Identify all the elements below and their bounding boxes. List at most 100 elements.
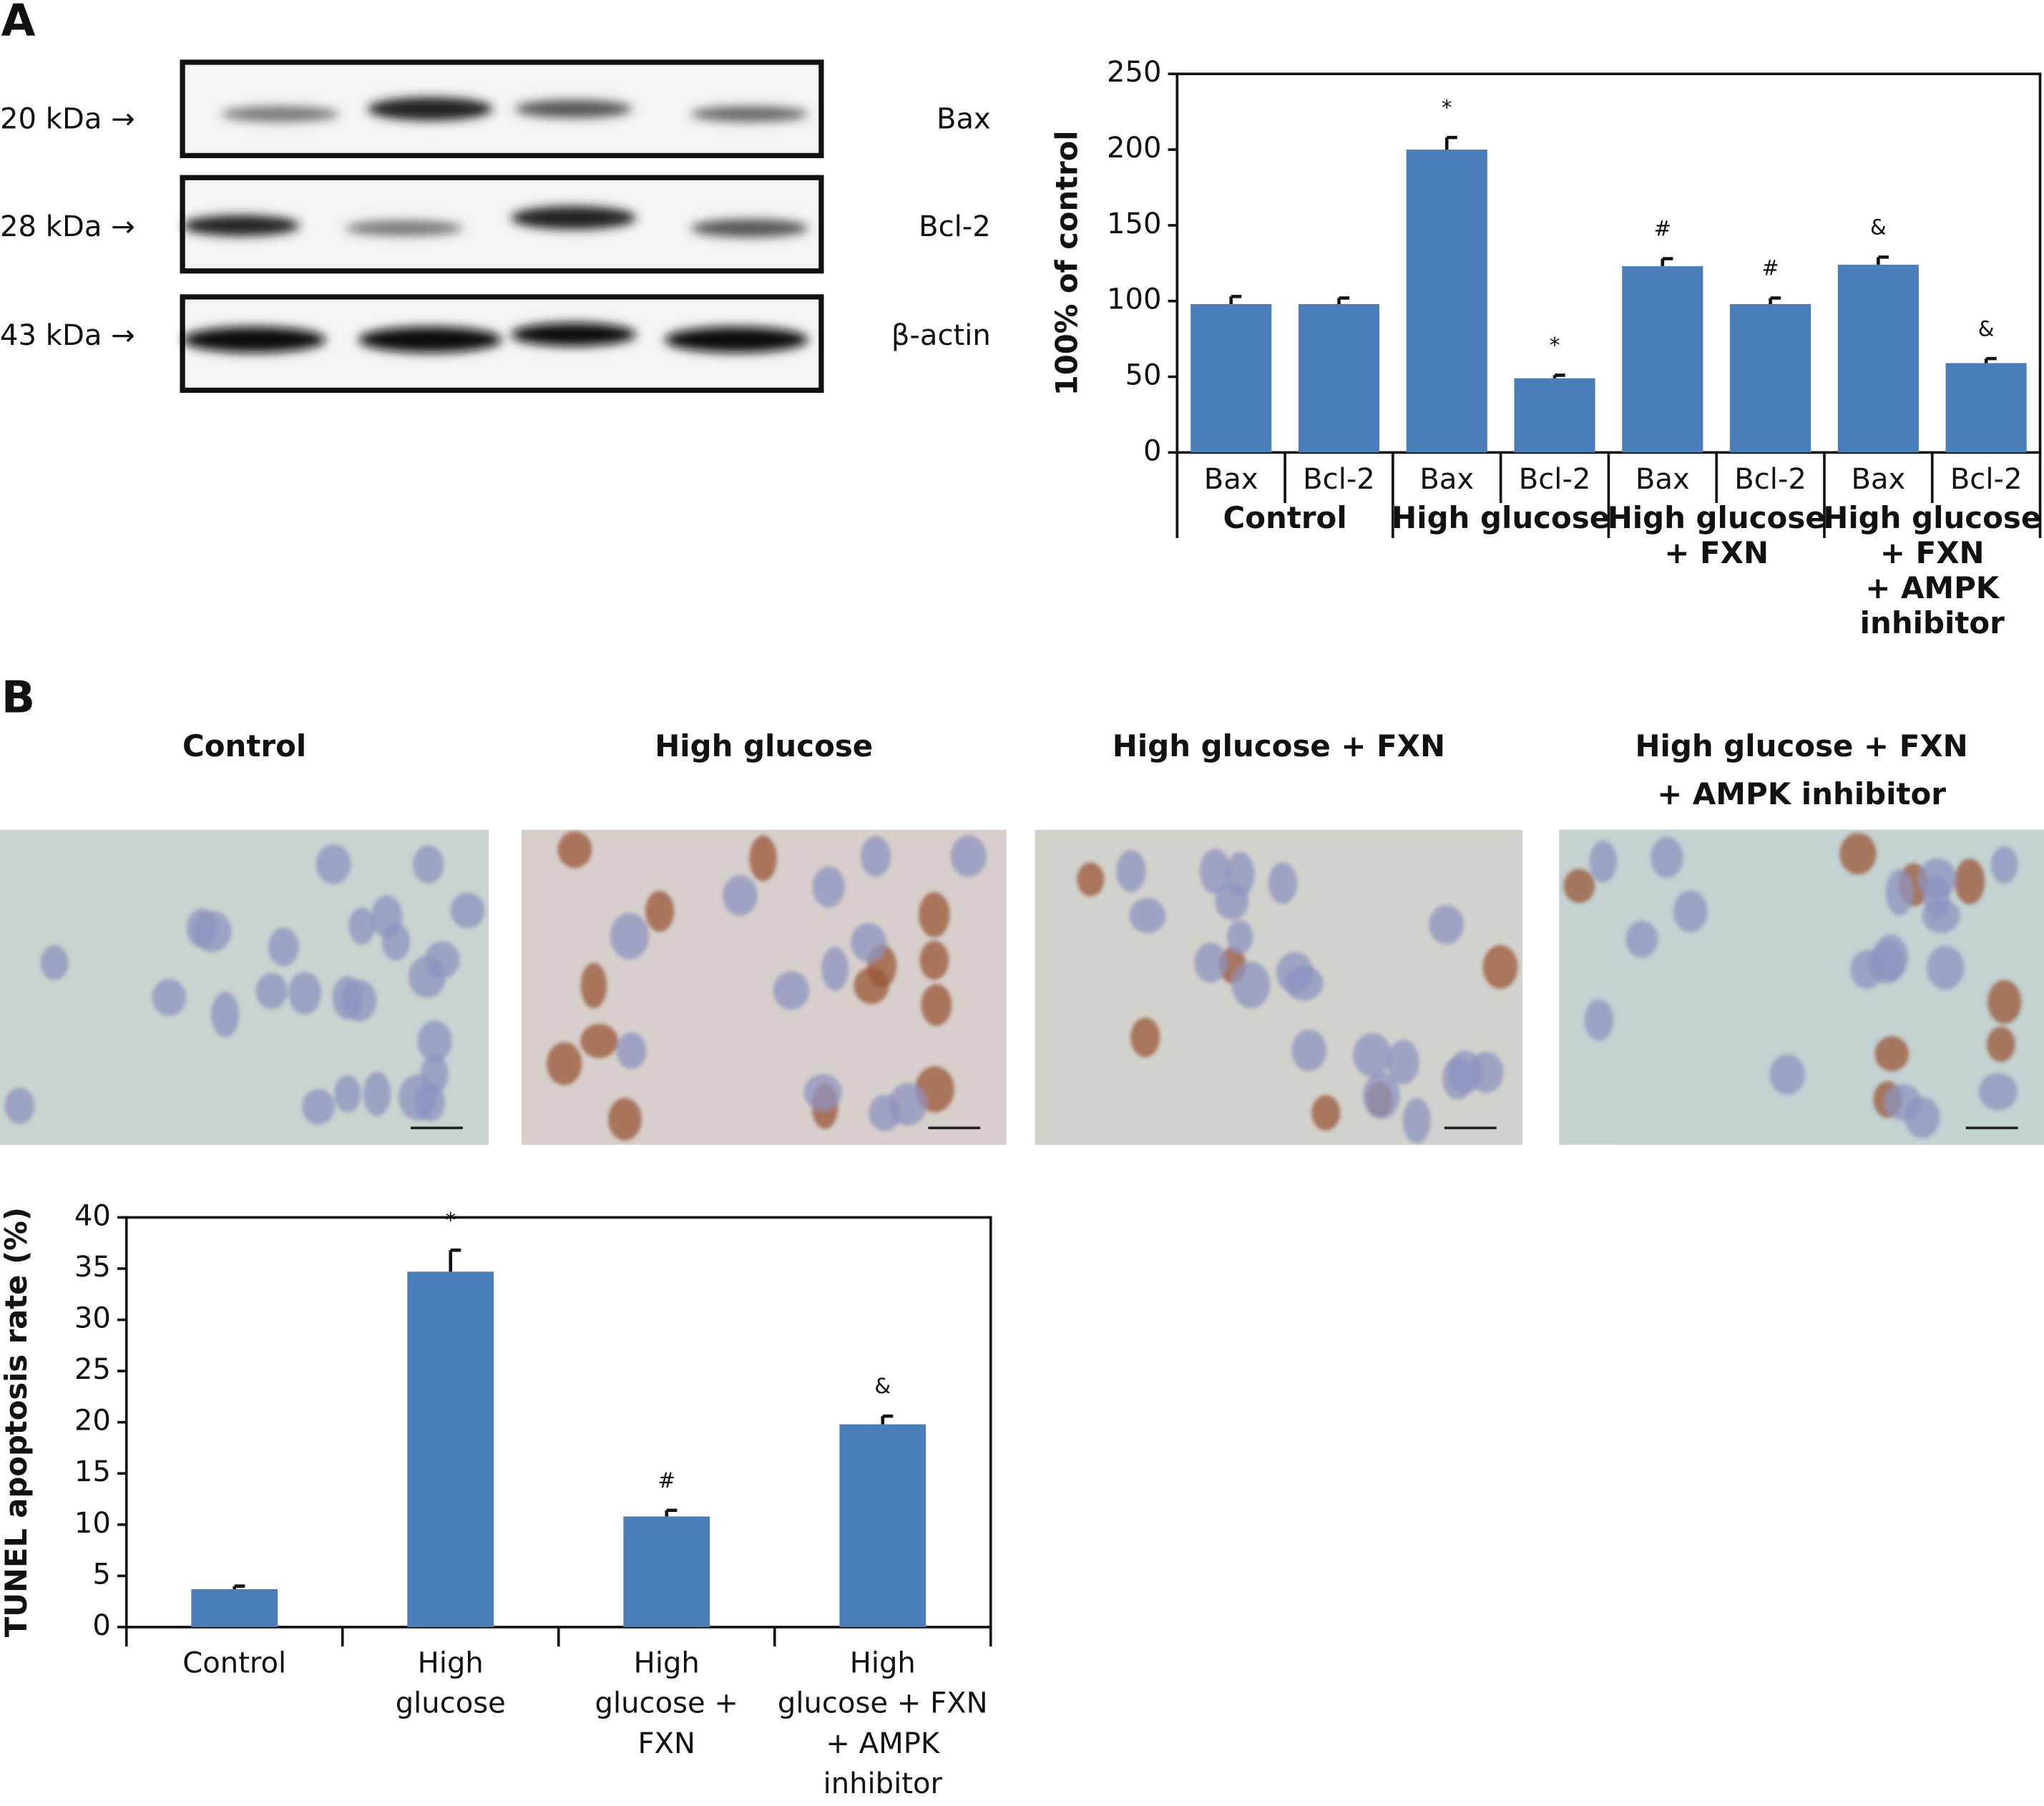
y-axis-label: TUNEL apoptosis rate (%) [0,1207,34,1637]
marker-label: 20 kDa → [0,103,135,136]
x-tick-label: High [850,1647,916,1680]
y-tick-label: 250 [1107,56,1162,89]
error-bar [449,1248,461,1272]
x-tick-label: Bax [1419,463,1474,496]
cell [1839,833,1877,874]
cell [1311,1095,1341,1131]
bar [1945,363,2027,453]
cell [1978,1073,2018,1111]
cells [547,831,987,1141]
bar [1622,266,1703,453]
y-tick-label: 15 [74,1455,111,1488]
error-bar [881,1414,894,1425]
cell [1402,1098,1431,1144]
x-tick-label: High [418,1647,484,1680]
panel-label: A [1,0,36,47]
annotation: # [1761,256,1779,280]
cell [1116,849,1146,892]
error-bar [1769,296,1781,304]
y-tick-label: 35 [74,1251,111,1284]
cell [919,892,950,938]
cell [580,962,607,1009]
error-bar [1661,257,1673,267]
y-tick-label: 10 [74,1507,111,1540]
cell [1769,1054,1805,1095]
cell [363,1071,391,1116]
cell [1955,859,1985,904]
cell [1387,1040,1419,1085]
cell [1226,919,1253,954]
bar [1406,150,1487,453]
y-tick-label: 200 [1107,132,1162,165]
cell [1589,840,1617,883]
cell [381,922,411,961]
micrographs [0,829,2044,1145]
cell [450,892,485,929]
y-tick-label: 25 [74,1353,111,1386]
cell [1231,962,1271,1008]
y-tick-label: 40 [74,1199,111,1232]
cell [1129,898,1166,934]
cell [851,922,886,962]
x-tick-label: glucose [396,1687,506,1720]
cell [645,890,675,932]
cell [1987,980,2022,1024]
x-tick-label: + AMPK [826,1727,941,1760]
group-label: + AMPK [1865,570,2000,605]
y-tick-label: 5 [92,1558,111,1591]
cell [803,1074,842,1111]
cell [186,908,217,948]
cell [211,991,240,1038]
micrograph-title: + AMPK inhibitor [1657,776,1946,811]
cell [1215,883,1249,920]
group-label: inhibitor [1860,605,2005,640]
x-tick-label: glucose + FXN [778,1687,988,1720]
error-bar [1444,135,1457,150]
western-blot [180,59,824,394]
cell [821,947,849,991]
cell [4,1088,35,1124]
cell [773,971,810,1010]
cell [1199,849,1231,894]
bar [1298,303,1380,453]
cells [1077,849,1518,1144]
bar [191,1588,278,1627]
group-label: High glucose [1392,500,1610,535]
x-tick-label: Bax [1635,463,1690,496]
annotation: * [445,1208,456,1232]
cell [152,979,187,1016]
micrograph-title: High glucose [655,728,873,763]
x-tick-label: Control [182,1647,286,1680]
x-tick-label: High [634,1647,700,1680]
cell [889,1083,927,1126]
cell [608,1098,642,1141]
protein-label: Bcl-2 [919,210,991,243]
x-tick-label: Bcl-2 [1734,463,1806,496]
x-tick-label: Bax [1851,463,1905,496]
cell [1482,945,1518,990]
cell [1673,890,1708,932]
marker-label: 28 kDa → [0,210,135,243]
cell [1563,869,1595,903]
cell [861,836,891,877]
cell [1874,1036,1909,1072]
cell [1429,904,1464,945]
group-label: High glucose [1608,500,1826,535]
cell [1651,836,1683,879]
cell [1268,862,1298,904]
cell [1276,952,1314,994]
cell [1927,945,1965,990]
annotation: * [1550,333,1560,358]
micrograph-title: Control [182,728,306,763]
group-label: High glucose [1823,500,2041,535]
y-tick-label: 50 [1125,359,1161,392]
y-tick-label: 150 [1107,208,1162,240]
bar [623,1516,710,1627]
x-tick-label: glucose + [595,1687,738,1720]
error-bar [1984,356,1997,363]
cell [413,845,444,884]
x-tick-label: Bax [1204,463,1258,496]
annotation: & [1978,316,1995,341]
cell [288,972,321,1015]
